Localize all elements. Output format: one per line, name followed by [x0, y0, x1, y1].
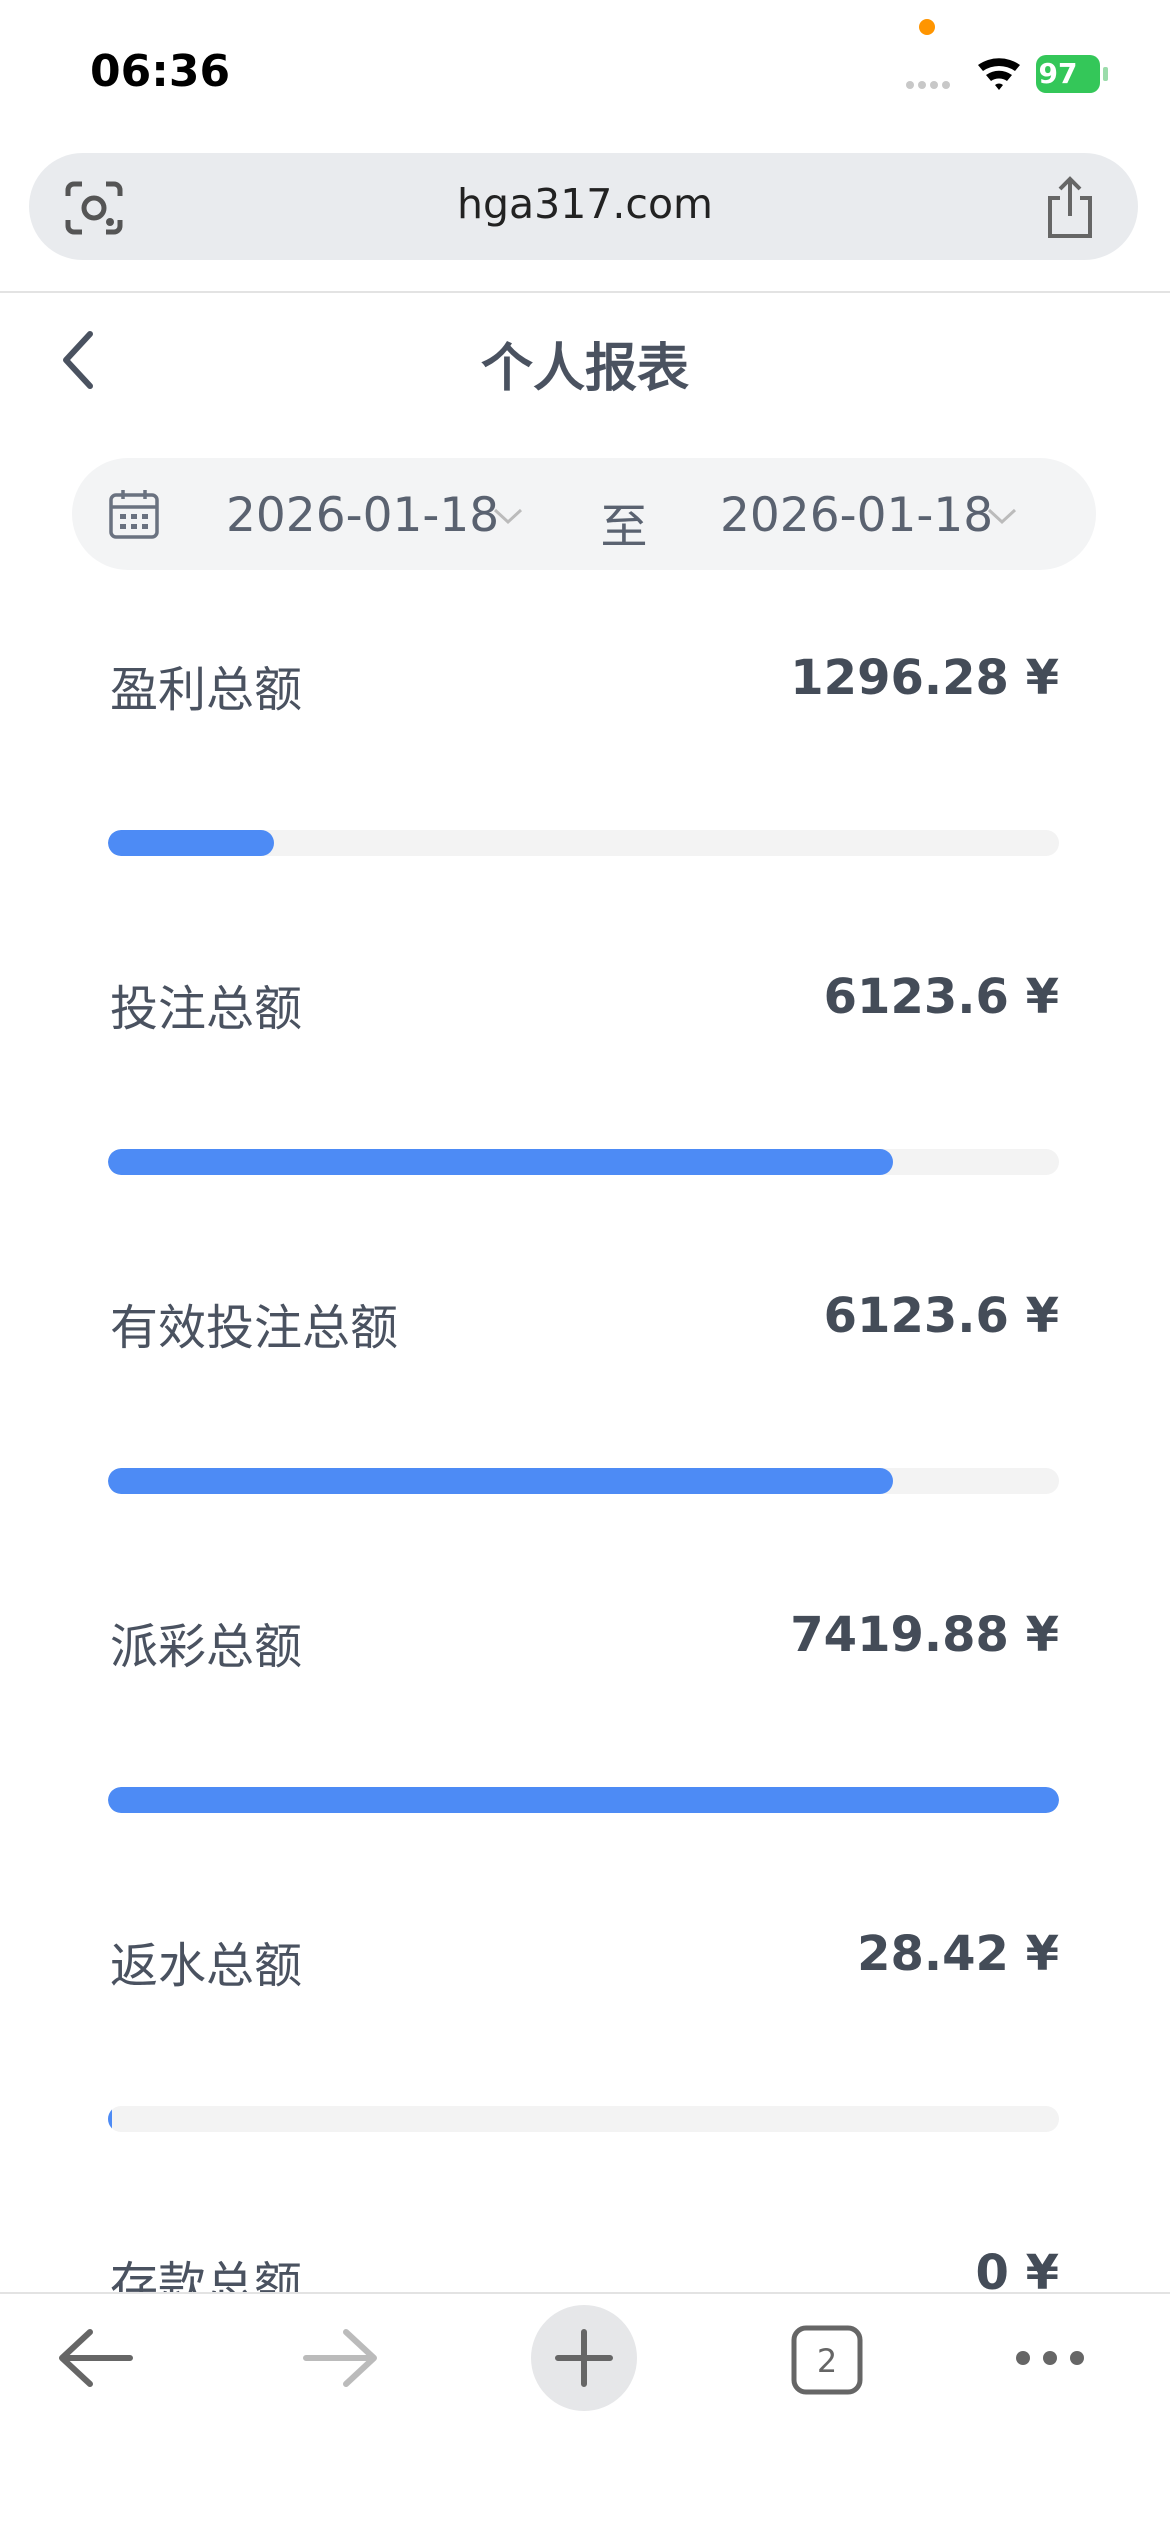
status-icons: 97: [906, 19, 1108, 93]
share-icon[interactable]: [1040, 176, 1100, 240]
dropdown-chevron: [987, 508, 1017, 525]
progress-track: [108, 830, 1059, 856]
row-label: 返水总额: [110, 1938, 303, 1994]
back-button[interactable]: [58, 330, 98, 390]
end-date[interactable]: 2026-01-18: [720, 488, 994, 543]
row-value: 28.42 ¥: [857, 1926, 1059, 1982]
address-bar[interactable]: [29, 153, 1138, 260]
divider: [0, 291, 1170, 293]
start-date[interactable]: 2026-01-18: [226, 488, 500, 543]
range-separator: 至: [600, 500, 648, 555]
dropdown-chevron: [493, 508, 523, 525]
status-time: 06:36: [90, 46, 231, 97]
progress-track: [108, 1149, 1059, 1175]
progress-bar: [108, 830, 275, 856]
progress-track: [108, 1787, 1059, 1813]
page-title: 个人报表: [480, 339, 689, 399]
calendar-icon[interactable]: [108, 488, 160, 540]
tab-count[interactable]: 2: [816, 2342, 838, 2380]
row-label: 派彩总额: [110, 1619, 303, 1675]
battery-level: 97: [1039, 57, 1078, 90]
progress-track: [108, 2106, 1059, 2132]
progress-bar: [108, 1149, 893, 1175]
row-value: 6123.6 ¥: [823, 1288, 1059, 1344]
row-value: 6123.6 ¥: [823, 969, 1059, 1025]
row-value: 0 ¥: [975, 2245, 1059, 2292]
row-label: 投注总额: [110, 981, 303, 1037]
progress-bar: [108, 1787, 1059, 1813]
row-label: 存款总额: [110, 2257, 303, 2292]
row-value: 1296.28 ¥: [790, 650, 1059, 706]
progress-track: [108, 1468, 1059, 1494]
toolbar-icons: [59, 2305, 1084, 2411]
report-list: 盈利总额 1296.28 ¥ 投注总额 6123.6 ¥ 有效投注总额 6123.6 ¥ 派…: [0, 600, 1170, 2292]
url-text[interactable]: hga317.com: [457, 180, 713, 228]
row-label: 盈利总额: [110, 662, 303, 718]
progress-bar: [108, 1468, 893, 1494]
date-range: [72, 458, 1096, 570]
row-value: 7419.88 ¥: [790, 1607, 1059, 1663]
lens-icon[interactable]: [64, 180, 124, 236]
progress-bar: [108, 2106, 112, 2132]
row-label: 有效投注总额: [110, 1300, 399, 1356]
